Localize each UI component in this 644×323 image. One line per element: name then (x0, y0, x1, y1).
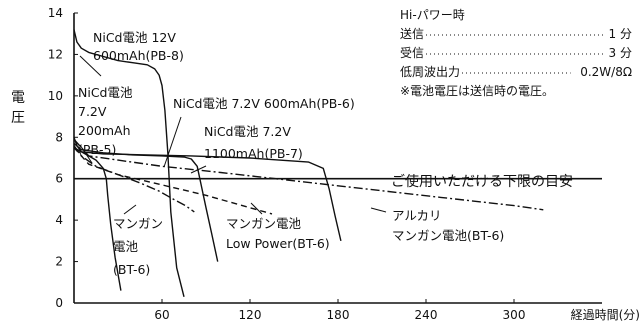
y-tick-label: 2 (55, 255, 63, 269)
series-line-6 (73, 138, 544, 211)
x-tick-label: 180 (327, 308, 350, 322)
info-row-label: 低周波出力 (400, 65, 460, 79)
series-label-0: 600mAh(PB-8) (93, 48, 184, 63)
y-tick-label: 14 (48, 6, 63, 20)
series-label-4: マンガン (113, 216, 163, 231)
x-tick-label: 60 (154, 308, 169, 322)
series-label-4: 電池 (113, 239, 139, 254)
series-leader-line-6 (370, 207, 387, 213)
info-row-label: 受信 (400, 46, 424, 60)
axes: 0 2 4 6 8 10 12 14 60 120 180 240 300 経過時間(分) 電圧ご使用いただ… (11, 6, 640, 322)
series-label-6: アルカリ (392, 208, 442, 223)
series-leader-line-4 (123, 204, 137, 215)
series-leader-line-5 (250, 202, 263, 215)
curves (73, 29, 544, 297)
series-label-5: Low Power(BT-6) (226, 236, 330, 251)
y-tick-label: 12 (48, 47, 63, 61)
series-label-1: 200mAh (78, 123, 131, 138)
info-title: Hi-パワー時 (400, 8, 465, 22)
info-row-value: 1 分 (609, 27, 632, 41)
y-tick-label: 0 (55, 296, 63, 310)
series-label-1: 7.2V (78, 104, 107, 119)
threshold-label: ご使用いただける下限の目安 (391, 173, 573, 190)
series-label-3: 1100mAh(PB-7) (204, 146, 303, 161)
x-axis-label: 経過時間(分) (571, 308, 640, 322)
y-axis-label: 電圧 (11, 90, 25, 126)
series-line-3 (73, 146, 342, 242)
y-tick-label: 8 (55, 130, 63, 144)
info-note: ※電池電圧は送信時の電圧。 (400, 83, 554, 98)
info-row-value: 0.2W/8Ω (580, 65, 632, 79)
x-tick-label: 300 (503, 308, 526, 322)
y-tick-label: 10 (48, 89, 63, 103)
info-row-value: 3 分 (609, 46, 632, 60)
x-tick-label: 120 (239, 308, 262, 322)
series-label-6: マンガン電池(BT-6) (392, 228, 504, 243)
series-line-0 (73, 29, 185, 297)
x-tick-label: 240 (415, 308, 438, 322)
y-tick-label: 6 (55, 172, 63, 186)
series-leader-line-3 (190, 165, 207, 174)
series-label-5: マンガン電池 (226, 216, 302, 231)
series-label-1: NiCd電池 (78, 85, 133, 100)
y-tick-label: 4 (55, 213, 63, 227)
series-label-1: (PB-5) (78, 142, 116, 157)
series-line-5 (73, 147, 273, 215)
series-label-0: NiCd電池 12V (93, 30, 176, 45)
info-row-label: 送信 (400, 26, 424, 41)
series-line-2 (73, 142, 219, 262)
series-leader-line-0 (79, 55, 102, 77)
series-line-4 (73, 145, 195, 213)
series-leader-line-2 (163, 116, 182, 168)
series-label-2: NiCd電池 7.2V 600mAh(PB-6) (173, 96, 355, 111)
labels: NiCd電池 12V 600mAh(PB-8) NiCd電池 7.2V 200mAh (P… (78, 30, 504, 277)
series-label-4: (BT-6) (113, 262, 150, 277)
series-label-3: NiCd電池 7.2V (204, 124, 291, 139)
series-leader-line-1 (79, 144, 93, 164)
